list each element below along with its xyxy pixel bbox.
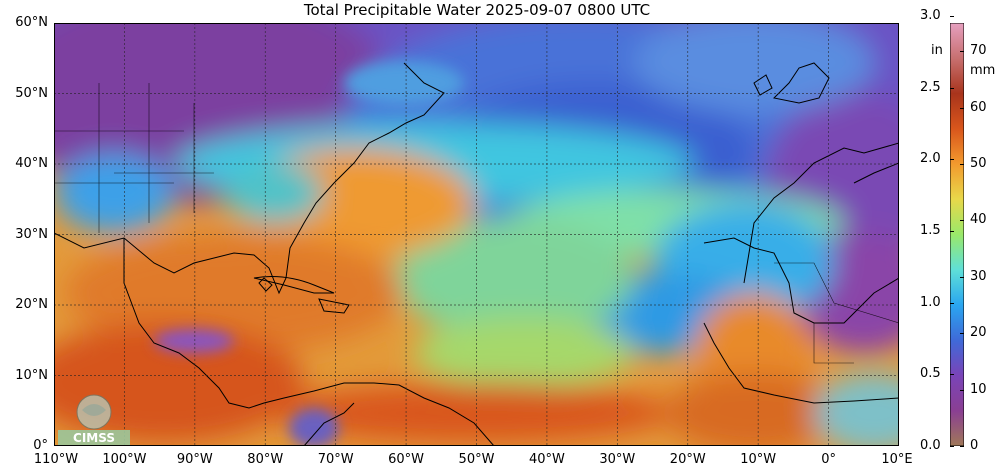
colorbar-inch-label: 2.5 xyxy=(920,79,941,95)
longitude-label: 40°W xyxy=(528,452,565,467)
colorbar-mm-label: 10 xyxy=(970,381,987,397)
latitude-label: 50°N xyxy=(15,85,48,101)
colorbar-mm-tick xyxy=(960,51,964,52)
colorbar xyxy=(950,23,964,446)
latitude-label: 30°N xyxy=(15,226,48,242)
map-title: Total Precipitable Water 2025-09-07 0800… xyxy=(303,1,651,19)
colorbar-inch-tick xyxy=(950,88,954,89)
colorbar-inch-tick xyxy=(950,303,954,304)
colorbar-inch-tick xyxy=(950,159,954,160)
colorbar-inch-label: 1.5 xyxy=(920,223,941,239)
colorbar-mm-label: 50 xyxy=(970,156,987,171)
longitude-label: 10°W xyxy=(740,452,777,467)
latitude-label: 10°N xyxy=(15,367,48,383)
latitude-label: 0° xyxy=(33,438,48,453)
coastlines xyxy=(54,62,899,446)
cimss-logo: CIMSS xyxy=(56,392,132,446)
map-frame xyxy=(54,23,899,446)
latitude-label: 20°N xyxy=(15,297,48,312)
longitude-label: 30°W xyxy=(599,452,636,467)
colorbar-mm-tick xyxy=(960,164,964,165)
colorbar-mm-label: 30 xyxy=(970,268,987,284)
colorbar-mm-tick xyxy=(960,277,964,278)
longitude-label: 90°W xyxy=(176,452,213,467)
colorbar-inch-label: 3.0 xyxy=(920,8,941,24)
longitude-label: 80°W xyxy=(247,452,284,467)
colorbar-mm-tick xyxy=(960,220,964,221)
colorbar-mm-tick xyxy=(960,390,964,391)
colorbar-mm-label: 20 xyxy=(970,325,987,341)
longitude-label: 100°W xyxy=(102,452,147,467)
tpw-detail xyxy=(154,61,464,446)
colorbar-mm-label: 40 xyxy=(970,212,987,228)
longitude-label: 10°E xyxy=(881,452,913,467)
colorbar-mm-tick xyxy=(960,333,964,334)
longitude-label: 50°W xyxy=(458,452,495,467)
graticule xyxy=(54,23,899,446)
colorbar-inch-label: 0.5 xyxy=(920,366,941,382)
colorbar-mm-label: 70 xyxy=(970,43,987,59)
colorbar-inch-tick xyxy=(950,446,954,447)
longitude-label: 60°W xyxy=(388,452,425,467)
colorbar-mm-unit: mm xyxy=(970,63,996,78)
latitude-label: 40°N xyxy=(15,156,48,171)
colorbar-inch-tick xyxy=(950,374,954,375)
colorbar-mm-label: 60 xyxy=(970,99,987,115)
colorbar-inch-label: 1.0 xyxy=(920,294,941,310)
colorbar-inch-label: 0.0 xyxy=(920,438,941,453)
colorbar-inch-tick xyxy=(950,231,954,232)
longitude-label: 20°W xyxy=(669,452,706,467)
longitude-label: 70°W xyxy=(317,452,354,467)
map-canvas xyxy=(54,23,899,446)
colorbar-mm-tick xyxy=(960,108,964,109)
colorbar-inch-tick xyxy=(950,16,954,17)
colorbar-inch-label: 2.0 xyxy=(920,151,941,167)
cimss-logo-text: CIMSS xyxy=(73,431,115,445)
borders xyxy=(54,83,899,364)
colorbar-mm-tick xyxy=(960,446,964,447)
latitude-label: 60°N xyxy=(15,15,48,30)
longitude-label: 110°W xyxy=(33,452,79,467)
longitude-label: 0° xyxy=(821,452,836,467)
precipitable-water-map xyxy=(54,23,899,446)
colorbar-mm-label: 0 xyxy=(970,438,979,453)
colorbar-inch-unit: in xyxy=(931,43,943,58)
